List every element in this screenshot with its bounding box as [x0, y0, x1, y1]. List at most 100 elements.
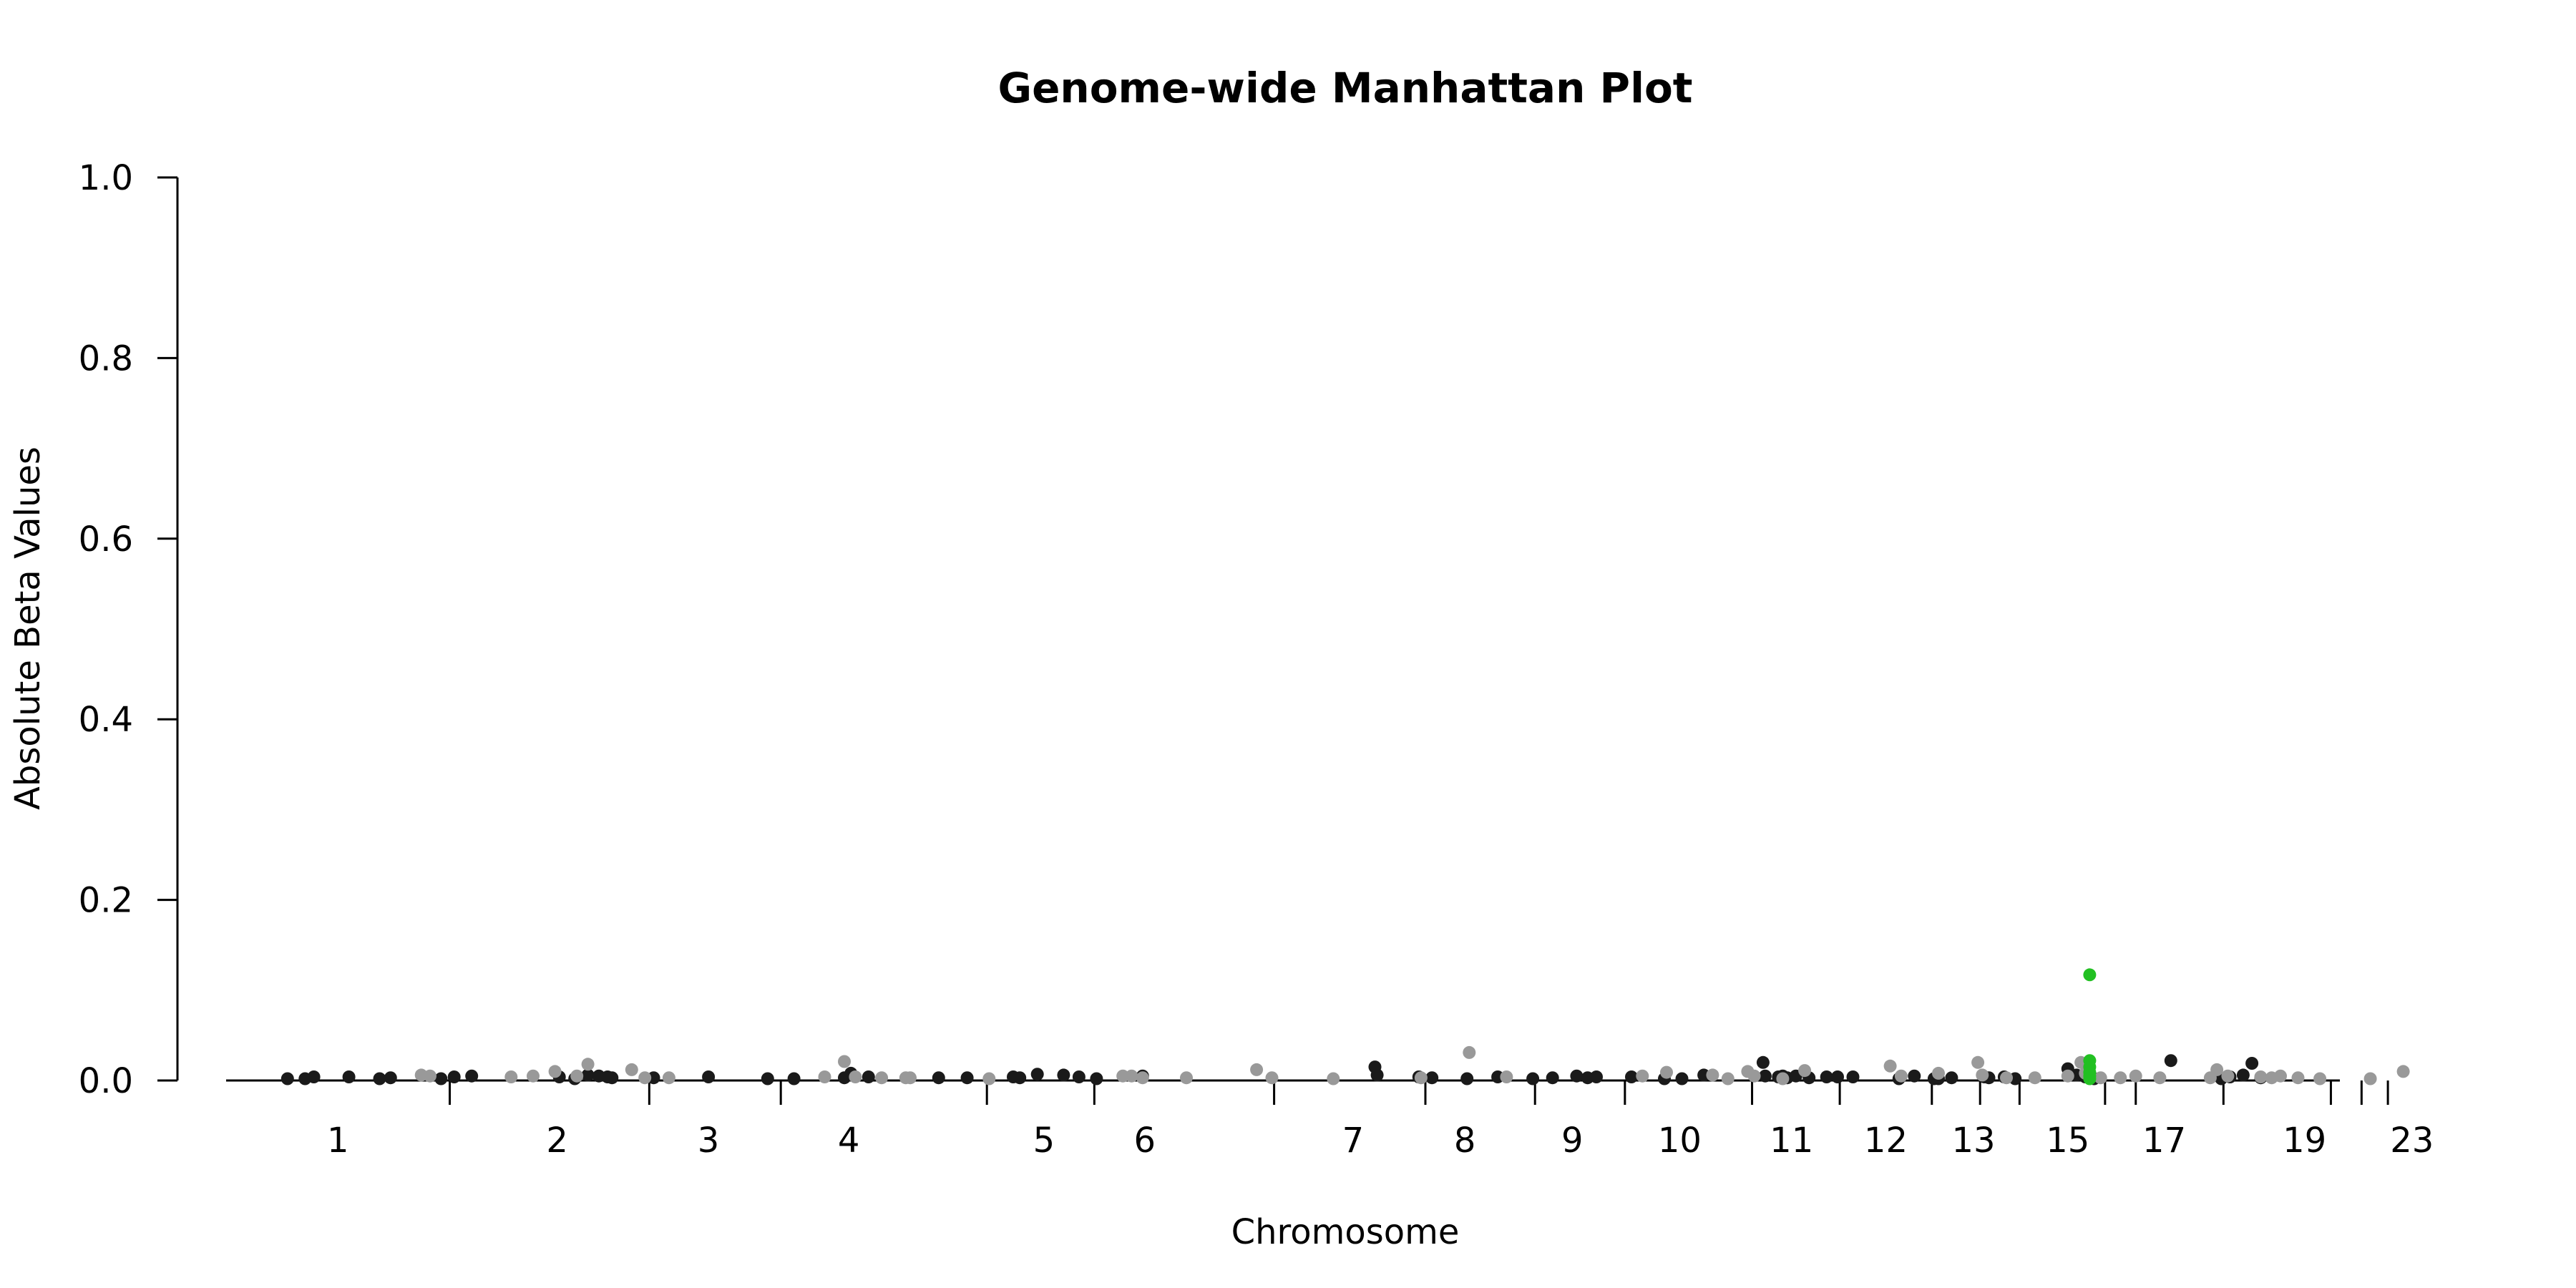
data-point [702, 1070, 716, 1083]
data-point [2396, 1065, 2410, 1078]
data-point [2028, 1071, 2041, 1085]
data-point [1180, 1071, 1193, 1085]
y-tick-label: 0.8 [79, 338, 133, 379]
data-point [1721, 1072, 1735, 1085]
data-point [424, 1069, 436, 1083]
data-point [638, 1071, 652, 1085]
data-point [2221, 1069, 2235, 1083]
data-point [1250, 1063, 1264, 1076]
data-point [662, 1071, 675, 1085]
data-point [1460, 1072, 1474, 1085]
data-point [2083, 968, 2097, 982]
data-point [1125, 1069, 1138, 1083]
data-point [818, 1070, 831, 1083]
x-tick-label: 11 [1770, 1121, 1813, 1161]
data-point [1971, 1055, 1985, 1069]
data-point [1831, 1070, 1844, 1083]
data-point [2094, 1071, 2107, 1085]
x-tick-label: 13 [1951, 1121, 1995, 1161]
data-point [384, 1071, 397, 1085]
x-tick-label: 1 [327, 1121, 349, 1161]
data-point [1265, 1071, 1279, 1085]
data-point [570, 1069, 584, 1083]
x-tick-label: 4 [838, 1121, 860, 1161]
data-point [647, 1071, 660, 1085]
data-point [2210, 1063, 2224, 1076]
data-point [904, 1071, 917, 1085]
data-point [1136, 1071, 1149, 1085]
data-point [1747, 1069, 1761, 1083]
data-point [1590, 1070, 1603, 1083]
x-tick-label: 8 [1454, 1121, 1476, 1161]
data-point [1756, 1055, 1770, 1069]
data-point [1570, 1069, 1584, 1083]
data-point [1945, 1071, 1958, 1085]
data-point [1776, 1072, 1790, 1085]
data-point [1883, 1059, 1897, 1073]
data-point [1798, 1064, 1812, 1078]
x-tick-label: 23 [2390, 1121, 2434, 1161]
x-tick-label: 5 [1033, 1121, 1055, 1161]
data-point [1660, 1065, 1673, 1079]
data-point [838, 1055, 851, 1068]
data-point [605, 1071, 619, 1085]
data-point [2061, 1069, 2074, 1083]
data-point [1500, 1070, 1513, 1083]
data-point [2291, 1071, 2305, 1085]
data-point [2153, 1071, 2167, 1085]
x-tick-label: 19 [2283, 1121, 2326, 1161]
data-point [1976, 1068, 1989, 1082]
x-tick-label: 2 [546, 1121, 568, 1161]
y-tick-label: 0.4 [79, 700, 133, 740]
data-point [862, 1070, 875, 1083]
data-point [1706, 1068, 1719, 1082]
data-point [447, 1070, 461, 1083]
data-point [1526, 1072, 1540, 1085]
data-point [1425, 1071, 1439, 1085]
data-point [465, 1069, 479, 1083]
data-point [1327, 1072, 1340, 1085]
x-tick-label: 3 [698, 1121, 720, 1161]
data-point [1846, 1070, 1860, 1083]
data-point [2000, 1071, 2013, 1085]
data-point [2236, 1068, 2250, 1082]
data-point [932, 1071, 945, 1085]
data-point [1697, 1068, 1711, 1082]
y-tick-label: 0.0 [79, 1061, 133, 1101]
data-point [581, 1068, 595, 1082]
data-point [960, 1071, 974, 1085]
data-point [307, 1070, 321, 1083]
x-tick-label: 17 [2142, 1121, 2186, 1161]
data-point [504, 1070, 518, 1083]
y-tick-label: 1.0 [79, 158, 133, 198]
data-point [280, 1072, 294, 1085]
data-point [548, 1065, 562, 1078]
data-point [373, 1072, 386, 1085]
data-point [434, 1072, 448, 1085]
data-points [280, 968, 2410, 1085]
x-axis: 1 2 3 4 5 6 7 8 9 10 11 12 13 15 17 19 23 [226, 1079, 2434, 1161]
data-point [1370, 1068, 1384, 1082]
data-point [1057, 1068, 1070, 1082]
data-point [875, 1071, 889, 1085]
x-tick-label: 7 [1342, 1121, 1365, 1161]
data-point [342, 1070, 356, 1083]
chart-title: Genome-wide Manhattan Plot [997, 64, 1692, 112]
data-point [1030, 1068, 1044, 1081]
y-tick-label: 0.6 [79, 519, 133, 560]
data-point [982, 1072, 996, 1085]
x-axis-label: Chromosome [1231, 1212, 1460, 1252]
data-point [2245, 1057, 2259, 1070]
data-point [581, 1058, 595, 1071]
data-point [1491, 1070, 1505, 1083]
data-point [1414, 1071, 1428, 1085]
data-point [1090, 1072, 1103, 1085]
data-point [1820, 1070, 1833, 1083]
data-point [2083, 1072, 2097, 1085]
data-point [1546, 1071, 1559, 1085]
data-point [527, 1069, 540, 1083]
data-point [849, 1070, 862, 1083]
y-tick-label: 0.2 [79, 881, 133, 921]
data-point [2274, 1069, 2287, 1083]
